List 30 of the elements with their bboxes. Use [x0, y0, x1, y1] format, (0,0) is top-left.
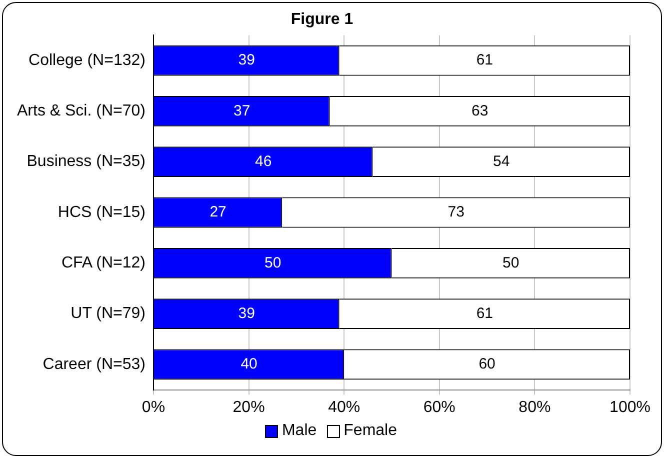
chart-title: Figure 1	[290, 11, 354, 28]
data-label: 46	[254, 152, 272, 170]
data-label: 54	[492, 152, 510, 170]
y-tick-label: UT (N=79)	[70, 305, 146, 322]
data-label: 37	[234, 102, 250, 120]
y-tick-label: HCS (N=15)	[58, 204, 146, 221]
data-label: 63	[472, 102, 488, 120]
x-tick-label: 20%	[232, 398, 265, 416]
text: Female	[344, 422, 398, 440]
y-tick-label: Arts & Sci. (N=70)	[16, 102, 146, 120]
y-tick-label: CFA (N=12)	[61, 254, 146, 272]
x-tick-label: 0%	[142, 398, 166, 416]
y-tick-label: Business (N=35)	[26, 153, 146, 170]
data-label: 39	[238, 52, 255, 69]
x-tick-label: 100%	[610, 398, 650, 416]
data-label: 61	[476, 304, 494, 322]
data-label: 61	[476, 52, 494, 69]
data-label: 50	[502, 254, 520, 272]
data-label: 50	[264, 254, 282, 272]
y-tick-label: College (N=132)	[28, 52, 146, 69]
x-tick-label: 80%	[518, 398, 551, 416]
data-label: 73	[448, 204, 464, 221]
data-label: 27	[210, 204, 226, 221]
data-label: 60	[478, 356, 496, 373]
data-label: 39	[238, 304, 255, 322]
legend-label: Male	[282, 422, 317, 440]
x-tick-label: 40%	[328, 398, 360, 416]
y-tick-label: Career (N=53)	[42, 356, 146, 373]
x-tick-label: 60%	[423, 398, 456, 416]
data-label: 40	[240, 356, 258, 373]
